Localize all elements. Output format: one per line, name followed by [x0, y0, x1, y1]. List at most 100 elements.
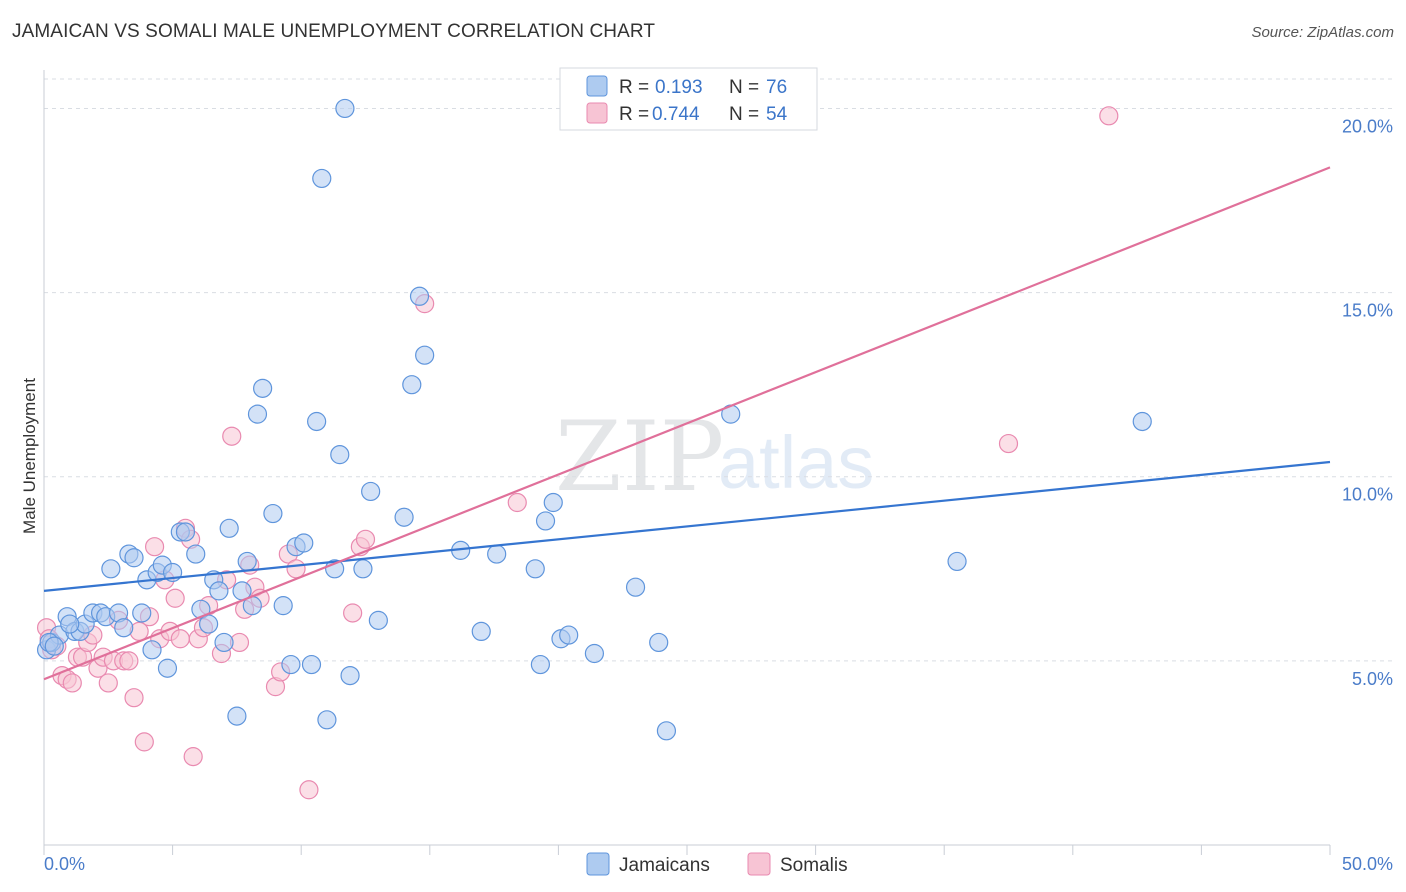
- bottom-legend-swatch-somalis: [747, 852, 771, 876]
- somali-point: [170, 629, 190, 649]
- jamaican-point: [525, 559, 545, 579]
- tick-labels: 5.0% 10.0% 15.0% 20.0% 0.0% 50.0%: [44, 116, 1393, 874]
- legend-n-label-1: N =: [729, 77, 759, 98]
- legend-r-label-1: R =: [619, 77, 649, 98]
- x-tick-label-min: 0.0%: [44, 854, 85, 874]
- axes: [43, 70, 1331, 855]
- jamaican-point: [402, 375, 422, 395]
- y-axis-title: Male Unemployment: [20, 378, 39, 534]
- jamaican-point: [114, 618, 134, 638]
- bottom-legend-label-jamaicans: Jamaicans: [619, 855, 710, 876]
- jamaican-point: [361, 481, 381, 502]
- jamaican-point: [535, 511, 556, 531]
- x-tick-label-max: 50.0%: [1342, 854, 1393, 874]
- legend-swatch-somalis: [586, 102, 608, 124]
- jamaican-point: [191, 599, 211, 619]
- jamaican-point: [247, 404, 268, 424]
- jamaican-point: [625, 577, 646, 597]
- jamaican-point: [543, 492, 563, 513]
- somali-trend-line: [43, 166, 1331, 681]
- bottom-legend-swatch-jamaicans: [586, 852, 610, 876]
- y-tick-label: 5.0%: [1352, 669, 1393, 689]
- jamaican-point: [199, 614, 219, 634]
- jamaican-point: [340, 665, 360, 686]
- somali-point: [165, 588, 185, 608]
- legend-r-value-1: 0.193: [655, 77, 703, 98]
- legend-n-value-1: 76: [766, 77, 787, 98]
- somali-point: [98, 673, 118, 693]
- y-tick-label: 20.0%: [1342, 116, 1393, 136]
- jamaican-point: [44, 636, 64, 656]
- legend-r-value-2: 0.744: [652, 104, 700, 125]
- jamaican-point: [301, 654, 322, 675]
- jamaican-point: [263, 503, 283, 524]
- watermark-atlas: atlas: [718, 421, 874, 504]
- points: [36, 98, 1152, 800]
- jamaican-point: [330, 445, 350, 465]
- jamaican-point: [142, 640, 162, 660]
- jamaican-point: [186, 544, 206, 564]
- jamaican-point: [101, 559, 121, 579]
- jamaican-point: [471, 621, 491, 642]
- jamaican-point: [368, 610, 388, 630]
- somali-point: [222, 426, 242, 446]
- jamaican-point: [124, 548, 144, 568]
- somali-point: [299, 780, 319, 800]
- jamaican-point: [415, 345, 435, 365]
- jamaican-point: [294, 533, 314, 553]
- jamaican-point: [559, 625, 579, 645]
- bottom-legend-label-somalis: Somalis: [780, 855, 848, 876]
- somali-point: [183, 747, 203, 767]
- jamaican-point: [335, 98, 355, 119]
- legend-r-label-2: R =: [619, 104, 649, 125]
- trend-lines: [43, 166, 1331, 681]
- jamaican-point: [656, 721, 677, 741]
- jamaican-point: [253, 378, 273, 398]
- jamaican-point: [273, 596, 293, 616]
- y-tick-label: 10.0%: [1342, 485, 1393, 505]
- jamaican-point: [317, 710, 337, 730]
- somali-point: [286, 559, 306, 579]
- somali-point: [144, 537, 165, 557]
- jamaican-point: [175, 522, 196, 542]
- jamaican-point: [353, 559, 373, 579]
- jamaican-point: [530, 654, 550, 675]
- legend-n-label-2: N =: [729, 104, 759, 125]
- jamaican-point: [60, 614, 80, 634]
- jamaican-point: [209, 581, 229, 601]
- jamaican-trend-line: [43, 460, 1331, 592]
- jamaican-point: [237, 551, 257, 572]
- bottom-legend: Jamaicans Somalis: [586, 852, 848, 876]
- jamaican-point: [219, 518, 239, 538]
- somali-point: [62, 673, 82, 693]
- somali-point: [507, 492, 527, 513]
- somali-point: [119, 651, 139, 671]
- jamaican-point: [584, 643, 605, 664]
- jamaican-point: [214, 632, 234, 653]
- jamaican-point: [394, 507, 414, 527]
- chart-source: Source: ZipAtlas.com: [1251, 24, 1394, 41]
- jamaican-point: [487, 544, 507, 564]
- jamaican-point: [649, 632, 669, 653]
- somali-point: [134, 732, 154, 752]
- somali-point: [1099, 106, 1119, 126]
- somali-point: [998, 433, 1019, 454]
- jamaican-point: [947, 551, 967, 572]
- somali-point: [124, 688, 144, 708]
- legend-swatch-jamaicans: [586, 75, 608, 97]
- jamaican-point: [409, 286, 430, 306]
- jamaican-point: [312, 168, 332, 189]
- jamaican-point: [307, 411, 327, 432]
- chart-title: JAMAICAN VS SOMALI MALE UNEMPLOYMENT COR…: [12, 21, 656, 42]
- jamaican-point: [1132, 411, 1152, 432]
- jamaican-point: [227, 706, 247, 726]
- somali-point: [343, 603, 363, 623]
- jamaican-point: [281, 654, 301, 675]
- legend-n-value-2: 54: [766, 104, 788, 125]
- jamaican-point: [157, 658, 178, 678]
- legend: R = 0.193 N = 76 R = 0.744 N = 54: [559, 67, 818, 131]
- somali-point: [355, 529, 376, 549]
- y-tick-label: 15.0%: [1342, 301, 1393, 321]
- jamaican-point: [132, 603, 152, 623]
